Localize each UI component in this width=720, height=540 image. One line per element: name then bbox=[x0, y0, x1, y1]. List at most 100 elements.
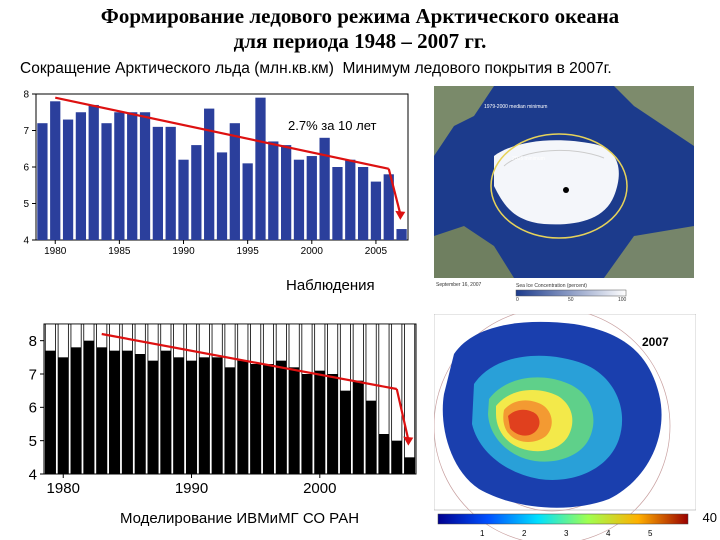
bar-2006 bbox=[383, 174, 394, 240]
bar-1985 bbox=[122, 350, 133, 474]
bar-2002 bbox=[340, 390, 351, 474]
bar-2007 bbox=[396, 229, 407, 240]
bar-1987 bbox=[147, 360, 159, 474]
bar-2001 bbox=[327, 374, 338, 474]
bar-1996 bbox=[263, 364, 274, 474]
page-title: Формирование ледового режима Арктическог… bbox=[0, 4, 720, 54]
bar-1986 bbox=[135, 354, 146, 474]
model-label: Моделирование ИВМиМГ СО РАН bbox=[120, 510, 360, 527]
map-legend-median: 1979-2000 median minimum bbox=[484, 104, 547, 110]
bar-1993 bbox=[224, 367, 236, 474]
bar-1988 bbox=[160, 350, 171, 474]
scale-tick-0: 0 bbox=[516, 297, 519, 302]
scale-title: Sea Ice Concentration (percent) bbox=[516, 283, 587, 289]
ytick-label-6: 6 bbox=[29, 400, 37, 417]
median-minimum-line bbox=[490, 133, 628, 239]
land-south-west bbox=[434, 226, 514, 278]
ytick-label-5: 5 bbox=[23, 199, 29, 210]
xtick-label-1990: 1990 bbox=[175, 480, 208, 497]
bar-1992 bbox=[204, 108, 215, 240]
bar-1993 bbox=[216, 152, 228, 240]
map-legend-2005: 2005 minimum bbox=[512, 156, 545, 162]
bar-2000 bbox=[314, 370, 325, 474]
colorbar-tick-2: 2 bbox=[522, 529, 527, 538]
observations-label: Наблюдения bbox=[286, 277, 375, 294]
bar-1990 bbox=[186, 360, 197, 474]
bar-1991 bbox=[199, 357, 210, 474]
land-north-east bbox=[614, 86, 694, 146]
bar-1996 bbox=[255, 97, 266, 241]
land-north-west bbox=[434, 86, 494, 156]
bar-1998 bbox=[289, 367, 300, 474]
bar-1992 bbox=[212, 357, 223, 474]
bar-outline-2007 bbox=[404, 323, 416, 475]
bar-2005 bbox=[370, 181, 382, 240]
ytick-label-7: 7 bbox=[23, 126, 29, 137]
minimum-2005-line bbox=[503, 150, 605, 167]
subtitle-right: Минимум ледового покрытия в 2007г. bbox=[342, 60, 612, 77]
trend-arrow-head bbox=[403, 436, 414, 446]
trend-arrow-shaft bbox=[395, 388, 410, 440]
subtitle-row: Сокращение Арктического льда (млн.кв.км)… bbox=[20, 60, 612, 78]
bar-1984 bbox=[101, 123, 112, 240]
bar-1983 bbox=[88, 104, 99, 240]
bar-1979 bbox=[45, 350, 56, 474]
bar-1980 bbox=[50, 101, 61, 240]
bar-1979 bbox=[37, 123, 48, 240]
model-contour-peak bbox=[508, 409, 540, 436]
satellite-ice-map: 1979-2000 median minimum 2005 minimum Se… bbox=[434, 86, 694, 302]
bar-1999 bbox=[293, 159, 305, 240]
bar-1985 bbox=[114, 112, 125, 240]
bar-1997 bbox=[276, 360, 287, 474]
bar-1986 bbox=[127, 112, 138, 240]
bar-1997 bbox=[268, 141, 279, 240]
trend-arrow-shaft bbox=[387, 168, 402, 215]
ytick-label-7: 7 bbox=[29, 366, 37, 383]
bar-1994 bbox=[237, 360, 248, 474]
bar-1995 bbox=[242, 163, 253, 240]
bar-2000 bbox=[306, 156, 317, 240]
model-colorbar bbox=[437, 513, 689, 525]
xtick-label-1995: 1995 bbox=[237, 246, 260, 257]
xtick-label-2000: 2000 bbox=[303, 480, 336, 497]
bar-1984 bbox=[109, 350, 120, 474]
model-map-year: 2007 bbox=[642, 335, 669, 349]
bar-1989 bbox=[165, 126, 176, 240]
trend-line bbox=[55, 96, 389, 170]
title-line-1: Формирование ледового режима Арктическог… bbox=[100, 4, 620, 28]
bar-2002 bbox=[332, 167, 343, 240]
bar-2006 bbox=[391, 440, 402, 474]
colorbar-tick-1: 1 bbox=[480, 529, 485, 538]
concentration-scale-bar bbox=[515, 289, 627, 297]
scale-tick-100: 100 bbox=[618, 297, 627, 302]
bar-1989 bbox=[173, 357, 184, 474]
land-south-east bbox=[604, 226, 694, 278]
subtitle-left: Сокращение Арктического льда (млн.кв.км) bbox=[20, 60, 334, 77]
xtick-label-2005: 2005 bbox=[365, 246, 388, 257]
xtick-label-1985: 1985 bbox=[108, 246, 131, 257]
bar-2004 bbox=[357, 167, 369, 240]
bar-1983 bbox=[96, 347, 107, 474]
ytick-label-4: 4 bbox=[29, 466, 37, 483]
observed-ice-chart: 4 5 6 7 8 1980 1985 1990 1995 2000 2005 2.7% за 10 … bbox=[23, 90, 409, 257]
bar-1990 bbox=[178, 159, 189, 240]
bar-1981 bbox=[62, 119, 74, 240]
bar-2003 bbox=[345, 159, 356, 240]
bar-1982 bbox=[75, 112, 87, 240]
colorbar-tick-5: 5 bbox=[648, 529, 653, 538]
page-number: 40 bbox=[702, 510, 717, 525]
xtick-label-1980: 1980 bbox=[44, 246, 67, 257]
bar-2003 bbox=[353, 380, 364, 474]
bar-1991 bbox=[191, 145, 202, 240]
model-ice-map: 2007 1 2 3 4 5 bbox=[434, 314, 696, 540]
colorbar-tick-3: 3 bbox=[564, 529, 569, 538]
ytick-label-5: 5 bbox=[29, 433, 37, 450]
ytick-label-8: 8 bbox=[29, 333, 37, 350]
bar-1988 bbox=[152, 126, 163, 240]
north-pole-dot bbox=[563, 187, 569, 193]
bar-1994 bbox=[229, 123, 240, 240]
bar-2005 bbox=[378, 434, 390, 474]
xtick-label-1990: 1990 bbox=[172, 246, 195, 257]
ytick-label-8: 8 bbox=[23, 90, 29, 101]
model-ice-chart: 4 5 6 7 8 1980 1990 2000 bbox=[29, 323, 417, 497]
